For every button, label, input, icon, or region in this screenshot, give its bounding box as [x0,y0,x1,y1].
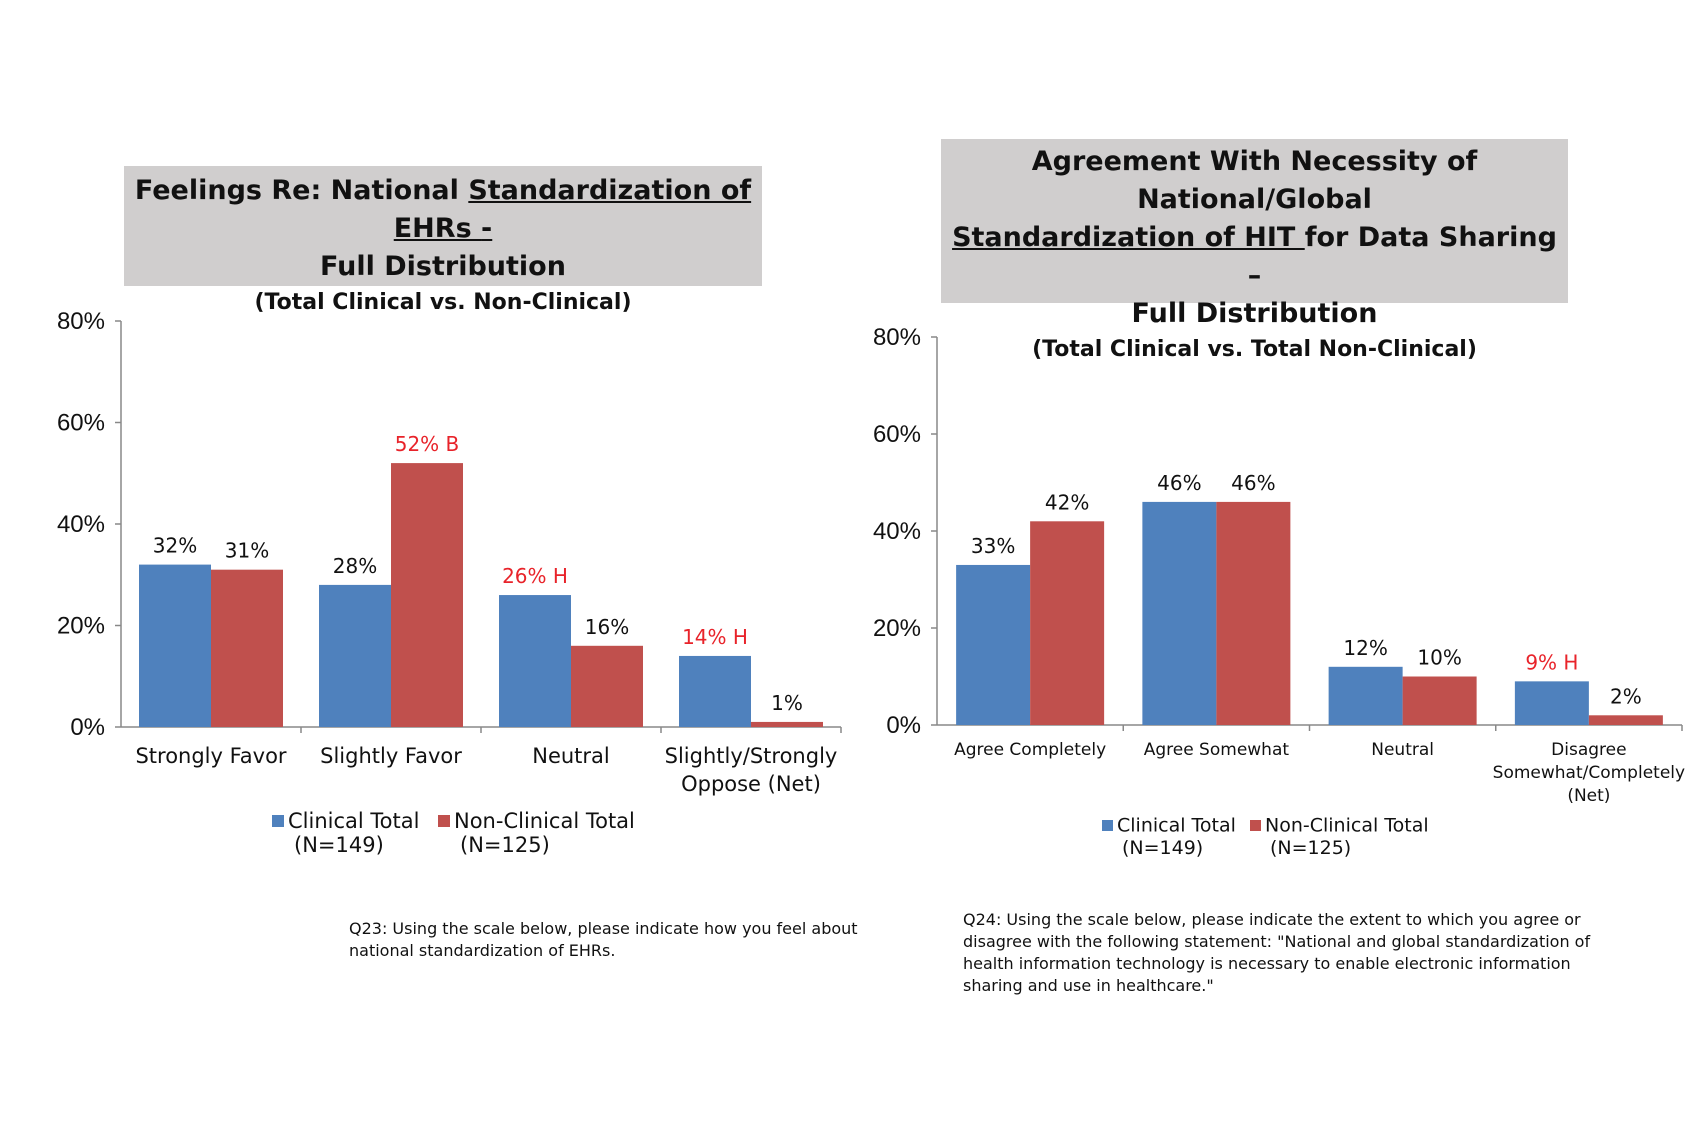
left-bar-clinical [139,564,211,727]
left-title-subtitle: (Total Clinical vs. Non-Clinical) [254,290,632,315]
right-title-line2: Standardization of HIT for Data Sharing … [952,222,1557,291]
right-data-label: 33% [971,534,1015,558]
right-category-label: Disagree [1551,740,1626,760]
right-bar-clinical [1514,681,1589,725]
right-data-label: 46% [1231,471,1275,495]
right-data-label: 42% [1045,490,1089,514]
right-data-label: 12% [1343,636,1387,660]
left-bar-nonclinical [751,721,823,727]
right-question-note: Q24: Using the scale below, please indic… [963,909,1590,997]
right-category-label: Agree Completely [954,740,1106,760]
right-legend-nonclinical: Non-Clinical Total (N=125) [1250,814,1450,859]
left-bar-nonclinical [571,645,643,727]
right-title-line3: Full Distribution [1131,298,1378,329]
left-bar-nonclinical [211,569,283,727]
left-chart-title: Feelings Re: National Standardization of… [124,166,762,315]
right-legend-clinical-name: Clinical Total [1117,814,1236,837]
right-bar-clinical [1328,666,1403,725]
right-legend-clinical: Clinical Total (N=149) [1102,814,1252,859]
left-bar-clinical [499,595,571,727]
right-category-label: Somewhat/Completely [1493,763,1685,783]
right-data-label: 46% [1157,471,1201,495]
right-data-label: 9% H [1525,650,1578,674]
left-y-tick-label: 20% [57,613,105,640]
left-data-label: 31% [225,539,269,563]
right-legend-nonclinical-n: (N=125) [1270,836,1352,859]
left-category-label: Oppose (Net) [681,772,821,796]
left-data-label: 28% [333,554,377,578]
left-legend-nonclinical-swatch [438,815,450,827]
right-title-line1: Agreement With Necessity of National/Glo… [1031,146,1478,215]
left-data-label: 1% [771,691,803,715]
left-legend-clinical-swatch [272,815,284,827]
right-note-line: health information technology is necessa… [963,954,1571,973]
right-y-tick-label: 80% [873,324,921,351]
right-bar-nonclinical [1588,715,1663,725]
right-bar-nonclinical [1030,521,1105,725]
left-bar-nonclinical [391,463,463,727]
left-legend-clinical-n: (N=149) [294,833,384,857]
left-data-label: 52% B [395,432,460,456]
right-category-label: Agree Somewhat [1144,740,1290,760]
left-legend-nonclinical-name: Non-Clinical Total [454,809,635,833]
left-legend-nonclinical-n: (N=125) [460,833,550,857]
left-y-tick-label: 0% [70,714,105,741]
left-data-label: 16% [585,615,629,639]
right-y-tick-label: 20% [873,615,921,642]
right-note-line: sharing and use in healthcare." [963,976,1214,995]
left-y-tick-label: 40% [57,511,105,538]
right-y-tick-label: 0% [886,712,921,739]
right-category-label: (Net) [1567,786,1610,806]
right-bar-clinical [956,564,1031,725]
right-data-label: 2% [1610,684,1642,708]
right-chart-title: Agreement With Necessity of National/Glo… [941,139,1568,362]
left-data-label: 26% H [502,564,568,588]
right-legend-clinical-swatch [1102,820,1113,831]
right-y-tick-label: 40% [873,518,921,545]
left-legend-clinical-name: Clinical Total [288,809,420,833]
left-legend-clinical: Clinical Total (N=149) [272,808,442,857]
left-category-label: Strongly Favor [135,744,286,768]
right-legend-nonclinical-swatch [1250,820,1261,831]
left-question-note: Q23: Using the scale below, please indic… [349,918,858,962]
left-data-label: 32% [153,534,197,558]
right-title-subtitle: (Total Clinical vs. Total Non-Clinical) [1032,337,1477,362]
left-category-label: Neutral [532,744,610,768]
right-data-label: 10% [1417,646,1461,670]
left-bar-clinical [679,655,751,727]
right-legend-clinical-n: (N=149) [1122,836,1204,859]
right-bar-nonclinical [1216,501,1291,725]
left-bar-clinical [319,584,391,727]
left-note-line: national standardization of EHRs. [349,941,616,960]
left-data-label: 14% H [682,625,748,649]
left-category-label: Slightly/Strongly [665,744,838,768]
right-note-line: disagree with the following statement: "… [963,932,1591,951]
right-y-tick-label: 60% [873,421,921,448]
left-category-label: Slightly Favor [320,744,462,768]
right-bar-nonclinical [1402,676,1477,725]
right-legend-nonclinical-name: Non-Clinical Total [1265,814,1429,837]
left-legend-nonclinical: Non-Clinical Total (N=125) [438,808,658,857]
left-note-line: Q23: Using the scale below, please indic… [349,919,858,938]
left-y-tick-label: 80% [57,308,105,335]
right-category-label: Neutral [1371,740,1434,760]
right-note-line: Q24: Using the scale below, please indic… [963,910,1581,929]
left-title-line2: Full Distribution [320,251,566,282]
left-title-line1: Feelings Re: National Standardization of… [134,175,752,244]
left-y-tick-label: 60% [57,410,105,437]
right-bar-clinical [1142,501,1217,725]
